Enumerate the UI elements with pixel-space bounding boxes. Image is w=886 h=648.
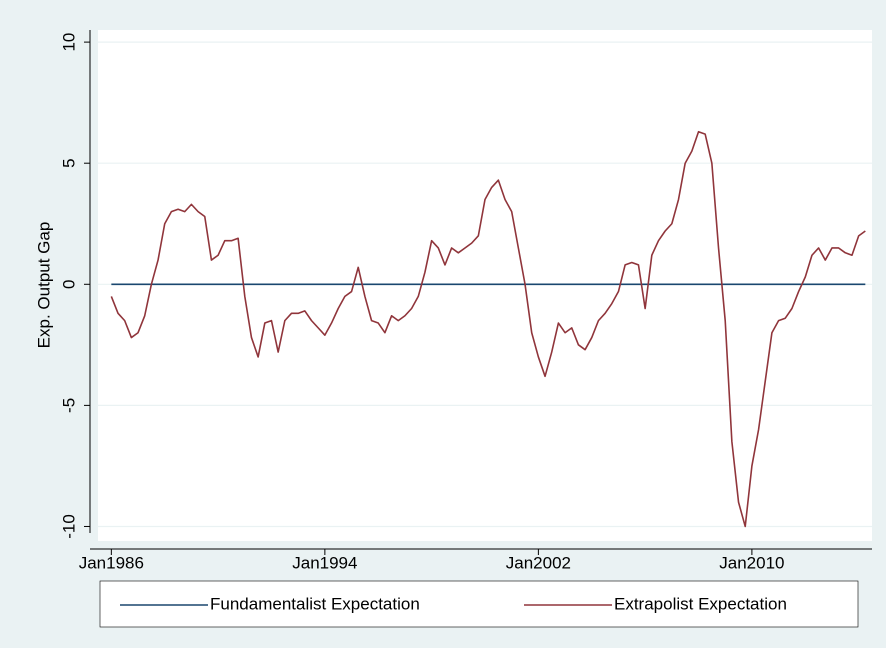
x-tick-label: Jan2010: [719, 553, 784, 572]
x-tick-label: Jan1994: [292, 553, 357, 572]
plot-area: [98, 30, 872, 541]
x-tick-label: Jan2002: [506, 553, 571, 572]
legend: [99, 580, 859, 628]
legend-label: Fundamentalist Expectation: [210, 594, 420, 613]
y-tick-label: 5: [59, 158, 78, 167]
data-line: [110, 130, 866, 528]
y-tick-label: -5: [59, 398, 78, 413]
y-tick-label: 0: [59, 280, 78, 289]
y-tick-label: 10: [59, 33, 78, 52]
y-axis-label: Exp. Output Gap: [34, 222, 53, 349]
legend-label: Extrapolist Expectation: [614, 594, 787, 613]
y-tick-label: -10: [59, 514, 78, 539]
x-tick-label: Jan1986: [79, 553, 144, 572]
